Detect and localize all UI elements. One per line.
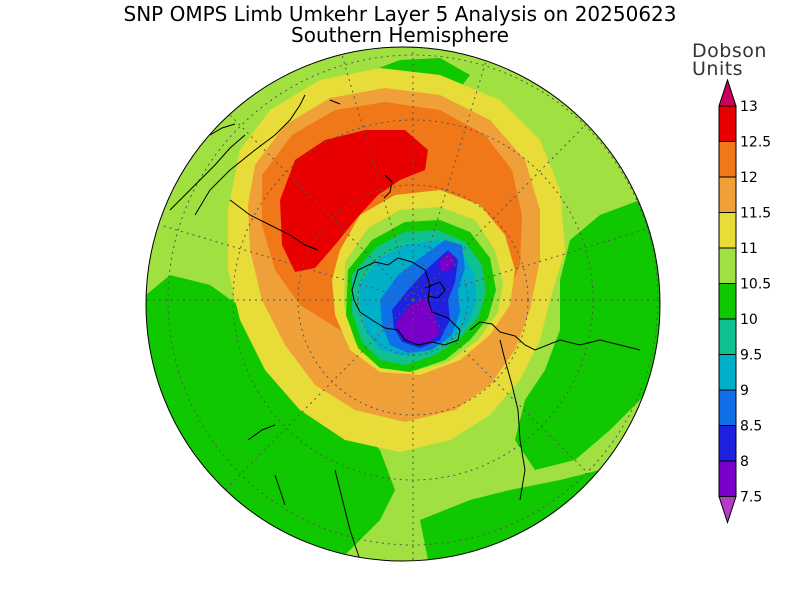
- colorbar-swatch: [718, 176, 737, 213]
- colorbar: 13 12.5 12 11.5 11 10.5 10 9.5 9 8.5 8 7.5: [718, 78, 771, 525]
- colorbar-swatch: [718, 283, 737, 320]
- colorbar-swatch: [718, 212, 737, 249]
- contour-vortex-purple: [395, 298, 440, 343]
- colorbar-tick-label: 7.5: [740, 490, 762, 506]
- map-boundary: [145, 46, 661, 562]
- colorbar-swatch: [718, 318, 737, 355]
- colorbar-tick-label: 9.5: [740, 348, 762, 364]
- map-subtitle: Southern Hemisphere: [291, 23, 509, 47]
- colorbar-tick-label: 10.5: [740, 277, 771, 293]
- colorbar-tick-label: 11.5: [740, 206, 771, 222]
- graticule: [146, 47, 660, 561]
- contour-vortex-purple-north: [440, 252, 455, 272]
- colorbar-arrow-top: [718, 78, 737, 107]
- colorbar-swatch: [718, 425, 737, 462]
- colorbar-arrow-bottom: [718, 496, 737, 525]
- colorbar-tick-label: 8.5: [740, 419, 762, 435]
- colorbar-tick-label: 9: [740, 383, 749, 399]
- colorbar-tick-label: 10: [740, 312, 758, 328]
- colorbar-tick-label: 13: [740, 99, 758, 115]
- contour-green-east: [515, 190, 660, 470]
- colorbar-swatch: [718, 354, 737, 391]
- colorbar-tick-label: 12.5: [740, 135, 771, 151]
- units-label-line1: Dobson: [692, 40, 767, 62]
- colorbar-swatch: [718, 247, 737, 284]
- coastlines: [169, 94, 641, 561]
- colorbar-swatch: [718, 389, 737, 426]
- map-disc: [146, 47, 660, 561]
- contour-red: [280, 130, 428, 272]
- colorbar-swatch: [718, 105, 737, 142]
- colorbar-swatch: [718, 460, 737, 497]
- colorbar-tick-label: 11: [740, 241, 758, 257]
- map-title: SNP OMPS Limb Umkehr Layer 5 Analysis on…: [123, 2, 677, 26]
- colorbar-tick-label: 8: [740, 454, 749, 470]
- units-label-line2: Units: [692, 58, 744, 80]
- colorbar-swatch: [718, 141, 737, 178]
- colorbar-tick-label: 12: [740, 170, 758, 186]
